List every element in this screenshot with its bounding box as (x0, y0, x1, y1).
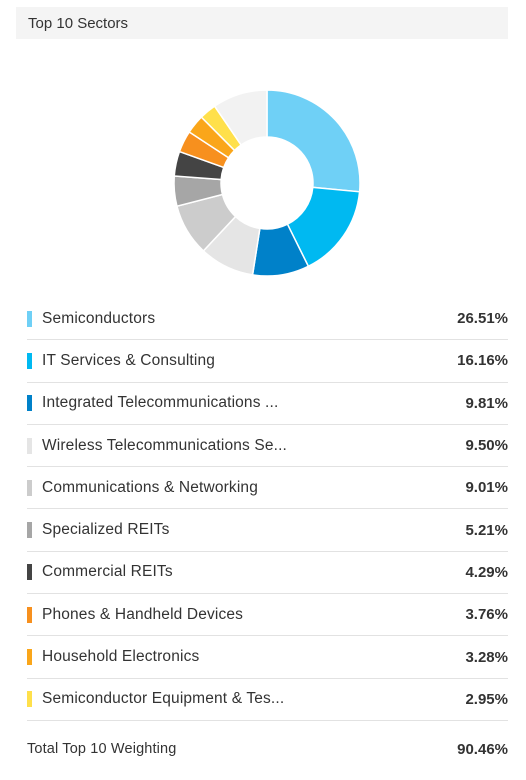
legend-value: 3.76% (465, 606, 508, 624)
legend-row: Phones & Handheld Devices 3.76% (27, 594, 508, 637)
legend-row: Wireless Telecommunications Se... 9.50% (27, 425, 508, 468)
legend-swatch (27, 352, 32, 369)
legend-label: Semiconductors (42, 309, 156, 327)
donut-slice-remainder (213, 89, 268, 147)
total-label: Total Top 10 Weighting (27, 741, 177, 757)
legend-swatch (27, 606, 32, 623)
section-header: Top 10 Sectors (16, 7, 508, 39)
legend-value: 9.81% (465, 394, 508, 412)
legend-row: Semiconductors 26.51% (27, 298, 508, 341)
legend-row: Household Electronics 3.28% (27, 636, 508, 679)
legend-label: Specialized REITs (42, 521, 170, 539)
section-title: Top 10 Sectors (28, 14, 129, 32)
legend-swatch (27, 691, 32, 708)
legend-value: 26.51% (457, 310, 508, 328)
legend-row: Specialized REITs 5.21% (27, 509, 508, 552)
legend-value: 5.21% (465, 521, 508, 539)
legend-label: Household Electronics (42, 648, 200, 666)
legend-value: 4.29% (465, 563, 508, 581)
total-row: Total Top 10 Weighting 90.46% (27, 730, 508, 768)
legend-label: Wireless Telecommunications Se... (42, 436, 288, 454)
legend-row: Semiconductor Equipment & Tes... 2.95% (27, 679, 508, 721)
total-value: 90.46% (457, 740, 508, 758)
legend-label: Commercial REITs (42, 563, 173, 581)
legend-label: Phones & Handheld Devices (42, 605, 244, 623)
legend-label: Integrated Telecommunications ... (42, 394, 279, 412)
donut-slice-1 (266, 89, 361, 193)
legend-value: 3.28% (465, 648, 508, 666)
legend-swatch (27, 395, 32, 412)
legend-swatch (27, 649, 32, 666)
legend-row: IT Services & Consulting 16.16% (27, 340, 508, 383)
legend-swatch (27, 564, 32, 581)
legend-value: 9.50% (465, 437, 508, 455)
sector-legend: Semiconductors 26.51% IT Services & Consul… (27, 298, 508, 721)
legend-value: 16.16% (457, 352, 508, 370)
legend-swatch (27, 310, 32, 327)
legend-row: Integrated Telecommunications ... 9.81% (27, 383, 508, 425)
legend-swatch (27, 437, 32, 454)
legend-label: Semiconductor Equipment & Tes... (42, 690, 285, 708)
legend-row: Communications & Networking 9.01% (27, 467, 508, 510)
legend-swatch (27, 522, 32, 539)
legend-label: IT Services & Consulting (42, 351, 216, 369)
legend-swatch (27, 479, 32, 496)
donut-chart (173, 89, 361, 277)
legend-value: 2.95% (465, 690, 508, 708)
legend-value: 9.01% (465, 479, 508, 497)
legend-label: Communications & Networking (42, 478, 258, 496)
legend-row: Commercial REITs 4.29% (27, 552, 508, 595)
